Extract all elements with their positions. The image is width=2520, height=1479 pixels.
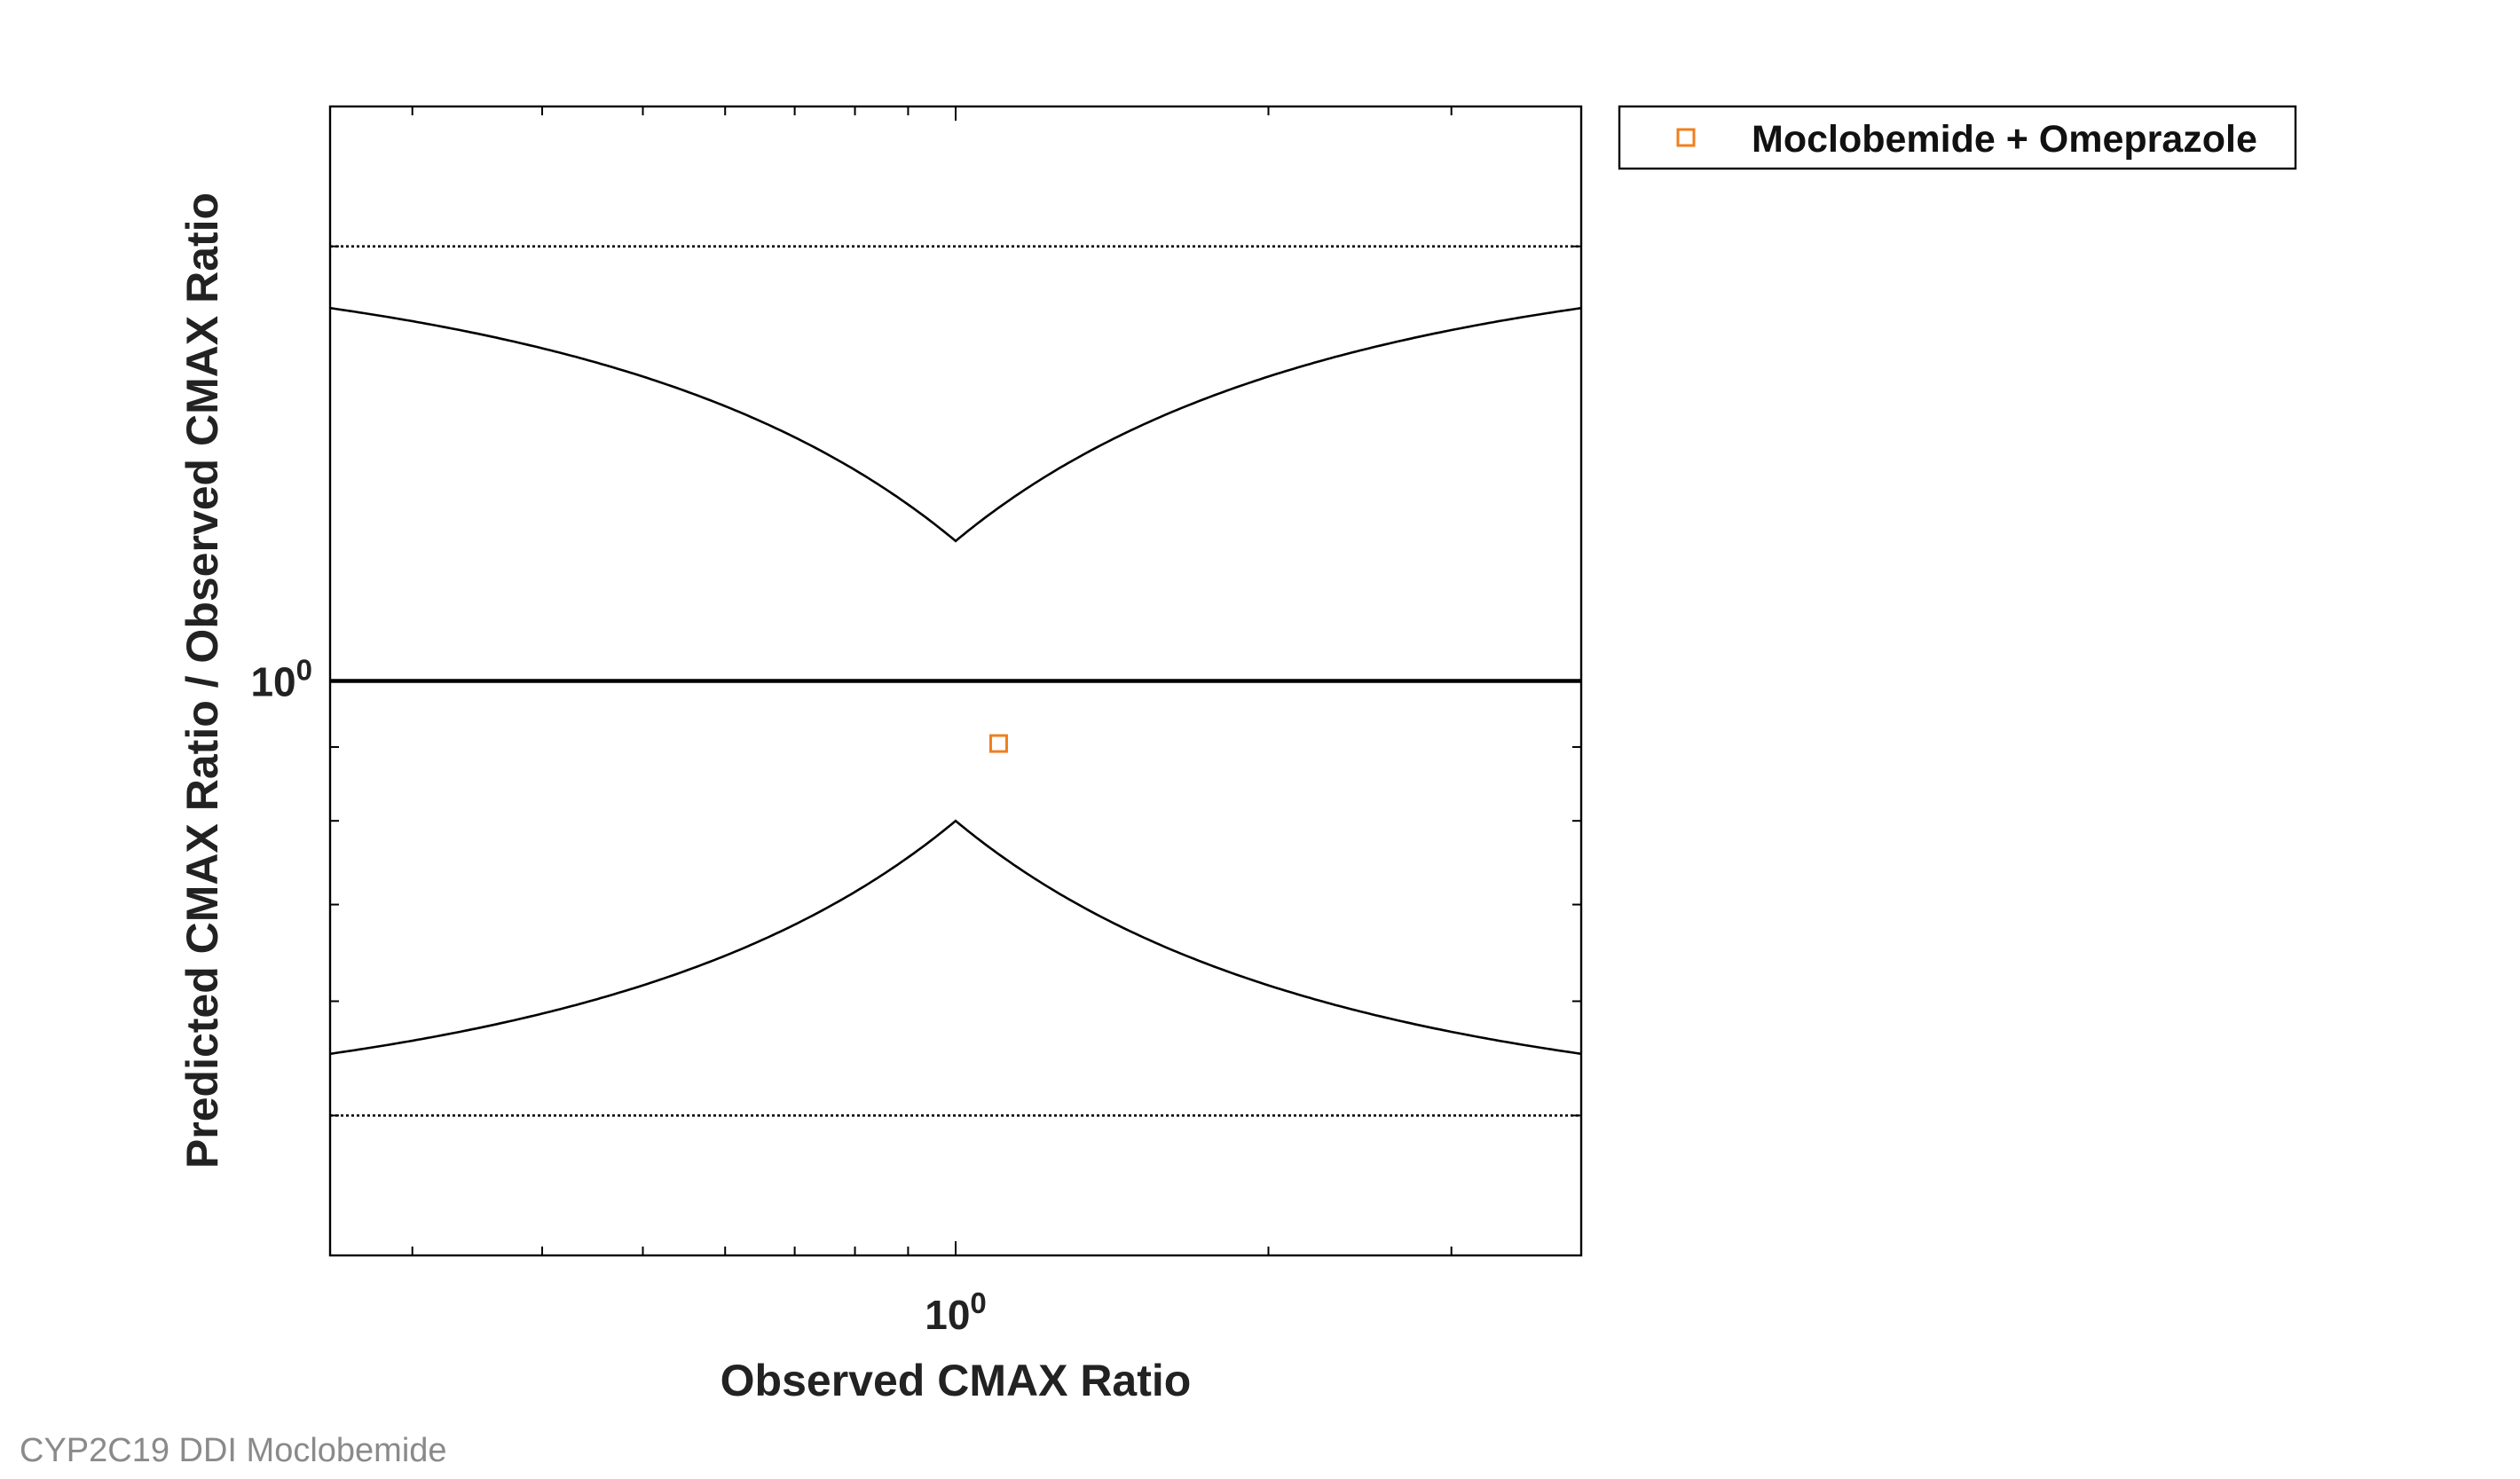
y-axis-title: Predicted CMAX Ratio / Observed CMAX Rat… bbox=[177, 193, 227, 1168]
x-axis-title: Observed CMAX Ratio bbox=[721, 1356, 1192, 1405]
legend: Moclobemide + Omeprazole bbox=[1618, 105, 2297, 170]
legend-label: Moclobemide + Omeprazole bbox=[1752, 118, 2257, 161]
guest-limit-upper-curve bbox=[329, 306, 1582, 543]
tick-labels: 100 100 bbox=[250, 654, 986, 1339]
data-point-square-marker bbox=[988, 734, 1008, 753]
y-tick-label: 100 bbox=[250, 654, 312, 705]
guest-limit-lower-curve bbox=[329, 819, 1582, 1056]
legend-box bbox=[1618, 105, 2297, 170]
footer-caption: CYP2C19 DDI Moclobemide bbox=[20, 1432, 447, 1469]
legend-marker-square-icon bbox=[1676, 128, 1696, 147]
x-tick-label: 100 bbox=[925, 1286, 987, 1338]
plot-area-frame bbox=[328, 105, 1583, 1257]
reference-lines bbox=[329, 245, 1582, 1117]
data-points bbox=[988, 734, 1008, 753]
